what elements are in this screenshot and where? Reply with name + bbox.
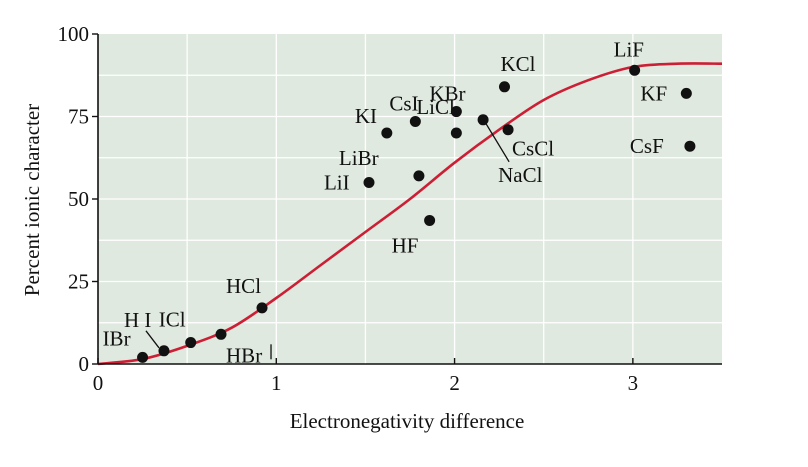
point-label-ibr: IBr xyxy=(103,326,131,350)
point-label-nacl: NaCl xyxy=(498,163,542,187)
x-tick-label: 0 xyxy=(93,371,104,395)
data-point-kbr xyxy=(450,106,462,118)
point-label-csi: CsI xyxy=(389,91,418,115)
data-points xyxy=(137,64,696,363)
label-leader-lines xyxy=(145,123,510,360)
data-point-icl xyxy=(185,337,197,349)
data-point-hcl xyxy=(256,302,268,314)
point-label-licl: LiCl xyxy=(416,95,455,119)
point-label-libr: LiBr xyxy=(339,146,379,170)
data-point-csf xyxy=(684,140,696,152)
y-tick-label: 25 xyxy=(68,270,89,294)
data-point-ki xyxy=(381,127,393,139)
x-axis-title: Electronegativity difference xyxy=(290,409,525,433)
data-point-kf xyxy=(680,87,692,99)
y-axis-title: Percent ionic character xyxy=(20,104,44,296)
data-point-licl xyxy=(450,127,462,139)
data-point-csi xyxy=(409,115,421,127)
point-label-lii: LiI xyxy=(324,171,350,195)
y-tick-label: 0 xyxy=(79,352,90,376)
data-point-hf xyxy=(424,214,436,226)
point-label-hcl: HCl xyxy=(226,274,261,298)
data-point-hi xyxy=(158,345,170,357)
data-point-cscl xyxy=(502,124,514,136)
x-tick-label: 1 xyxy=(271,371,282,395)
y-tick-label: 100 xyxy=(58,22,90,46)
point-label-kbr: KBr xyxy=(429,82,465,106)
y-tick-label: 75 xyxy=(68,105,89,129)
axes xyxy=(92,33,722,365)
leader-line-hi xyxy=(145,330,160,349)
data-point-lii xyxy=(363,177,375,188)
data-point-nacl xyxy=(477,114,489,126)
point-label-kf: KF xyxy=(640,81,667,105)
tick-labels: 0 25 50 75 100 0 1 2 3 xyxy=(58,22,639,395)
leader-line-nacl xyxy=(485,123,510,163)
point-label-kcl: KCl xyxy=(500,52,535,76)
y-tick-label: 50 xyxy=(68,187,89,211)
data-point-lif xyxy=(629,64,641,76)
x-tick-label: 3 xyxy=(628,371,639,395)
ionic-character-curve xyxy=(97,62,723,366)
point-label-hf: HF xyxy=(392,233,419,257)
data-point-hbr xyxy=(215,328,227,340)
point-label-icl: ICl xyxy=(159,308,186,332)
point-label-cscl: CsCl xyxy=(512,137,554,161)
point-label-hi: H I xyxy=(124,308,151,332)
data-point-ibr xyxy=(137,351,149,363)
point-label-ki: KI xyxy=(355,104,377,128)
point-label-lif: LiF xyxy=(614,37,644,61)
point-label-csf: CsF xyxy=(630,134,664,158)
x-tick-label: 2 xyxy=(449,371,460,395)
data-point-libr xyxy=(413,170,425,182)
data-point-kcl xyxy=(498,81,510,93)
